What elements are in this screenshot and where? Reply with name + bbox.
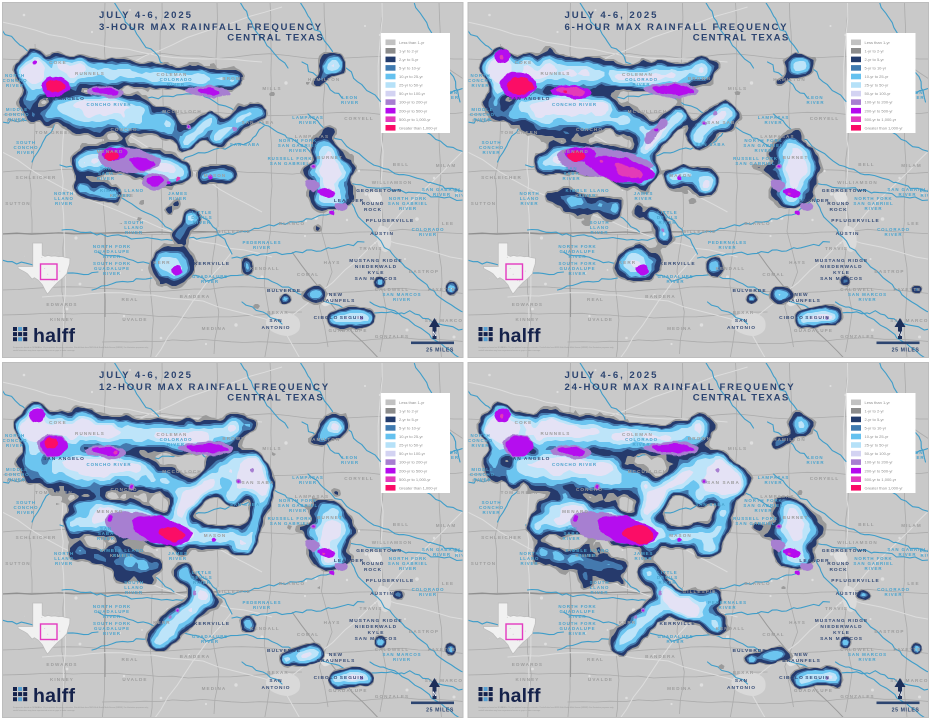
svg-text:JULY 4-6, 2025: JULY 4-6, 2025 [565,370,659,381]
svg-text:CENTRAL TEXAS: CENTRAL TEXAS [227,33,324,44]
svg-text:JULY 4-6, 2025: JULY 4-6, 2025 [99,370,193,381]
svg-text:3-HOUR MAX RAINFALL FREQUENCY: 3-HOUR MAX RAINFALL FREQUENCY [99,22,323,33]
svg-text:JULY 4-6, 2025: JULY 4-6, 2025 [99,10,193,21]
svg-text:CENTRAL TEXAS: CENTRAL TEXAS [227,393,324,404]
svg-text:CENTRAL TEXAS: CENTRAL TEXAS [693,393,790,404]
svg-text:12-HOUR MAX RAINFALL FREQUENCY: 12-HOUR MAX RAINFALL FREQUENCY [99,382,330,393]
svg-text:24-HOUR MAX RAINFALL FREQUENCY: 24-HOUR MAX RAINFALL FREQUENCY [565,382,796,393]
svg-text:6-HOUR MAX RAINFALL FREQUENCY: 6-HOUR MAX RAINFALL FREQUENCY [565,22,789,33]
svg-text:JULY 4-6, 2025: JULY 4-6, 2025 [565,10,659,21]
svg-text:CENTRAL TEXAS: CENTRAL TEXAS [693,33,790,44]
